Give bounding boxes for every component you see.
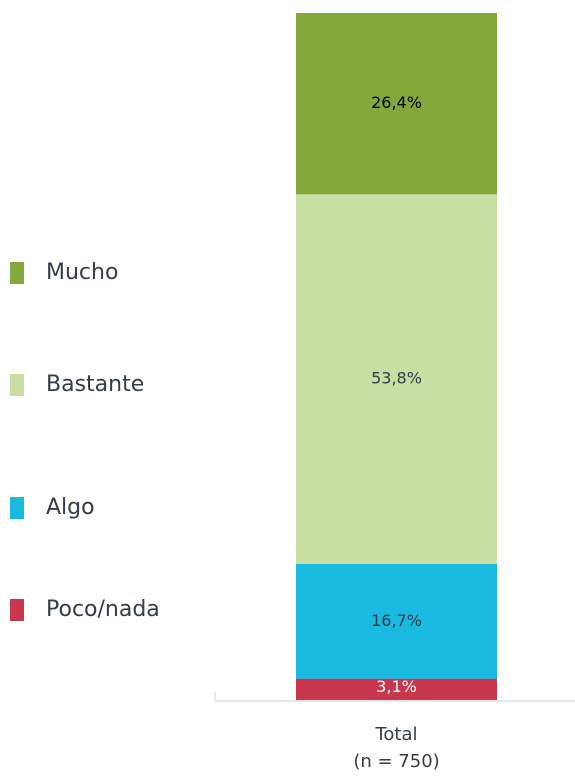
x-tick-label: Total (n = 750) <box>353 724 439 772</box>
legend-label: Algo <box>46 495 95 520</box>
legend-swatch <box>10 497 24 519</box>
bar-segment <box>296 13 497 195</box>
bar-segment <box>296 194 497 564</box>
bar-segment <box>296 678 497 700</box>
legend-label: Bastante <box>46 372 144 397</box>
legend-swatch <box>10 374 24 396</box>
value-label: 26,4% <box>371 93 422 112</box>
legend-swatch <box>10 262 24 284</box>
legend-label: Poco/nada <box>46 597 160 622</box>
value-label: 3,1% <box>376 677 417 696</box>
value-label: 16,7% <box>371 611 422 630</box>
bar-segment <box>296 563 497 679</box>
legend-label: Mucho <box>46 260 118 285</box>
legend-swatch <box>10 599 24 621</box>
value-label: 53,8% <box>371 369 422 388</box>
